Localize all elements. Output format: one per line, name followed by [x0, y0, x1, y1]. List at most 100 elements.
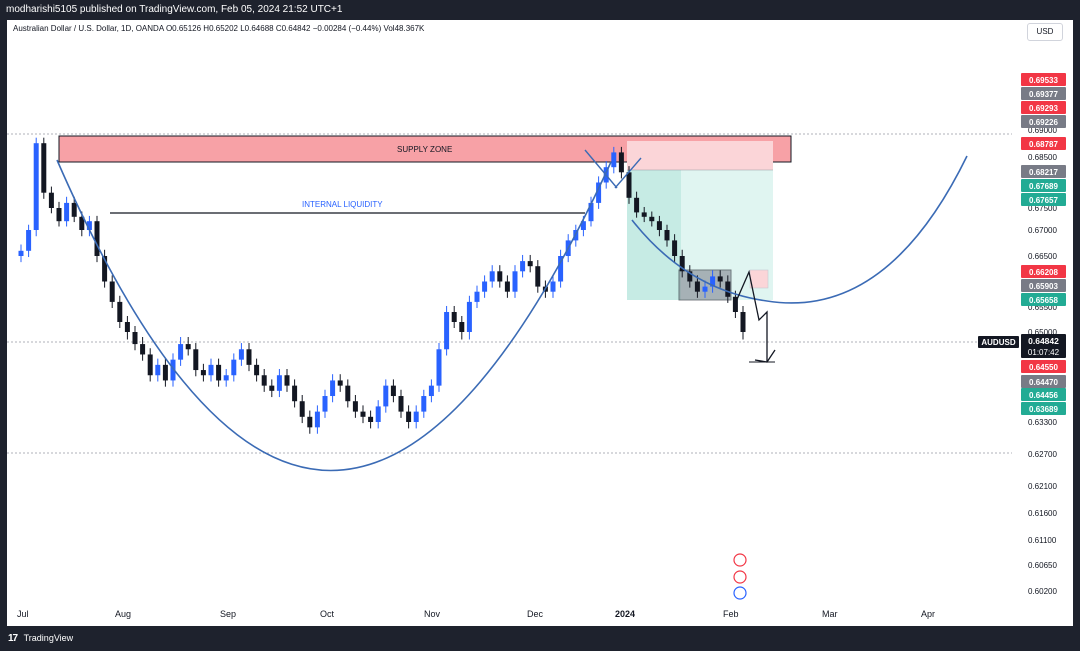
- candle-body: [140, 344, 146, 355]
- price-tag-bg: [1021, 360, 1066, 373]
- price-tag-label: 0.65903: [1029, 282, 1058, 291]
- candle-body: [223, 375, 229, 381]
- candle-body: [246, 349, 252, 365]
- candle-body: [588, 202, 594, 222]
- y-tick-label: 0.65000: [1028, 328, 1057, 337]
- candle-body: [626, 172, 632, 198]
- x-tick-label: Aug: [115, 609, 131, 619]
- y-tick-label: 0.65500: [1028, 303, 1057, 312]
- candle-body: [634, 197, 640, 213]
- candle-body: [261, 375, 267, 386]
- candle-body: [398, 396, 404, 412]
- candle-body: [421, 396, 427, 412]
- price-tag-bg: [1021, 388, 1066, 401]
- candle-body: [459, 322, 465, 332]
- price-tag-label: 0.67689: [1029, 182, 1058, 191]
- candle-body: [307, 416, 313, 428]
- candle-body: [558, 256, 564, 282]
- event-flag-icon: [733, 570, 747, 584]
- candle-body: [550, 281, 556, 292]
- price-tag-label: 0.68787: [1029, 140, 1058, 149]
- candle-body: [86, 221, 92, 230]
- candle-body: [444, 312, 450, 350]
- price-tag-bg: [1021, 402, 1066, 415]
- price-tag-label: 0.69293: [1029, 104, 1058, 113]
- projection-zigzag: [734, 269, 768, 362]
- event-flag-icon: [733, 586, 747, 600]
- price-tag-label: 0.64550: [1029, 363, 1058, 372]
- candle-body: [71, 202, 77, 217]
- candle-body: [200, 370, 206, 376]
- candle-body: [520, 261, 526, 272]
- candle-body: [147, 354, 153, 376]
- price-tag-label: 0.63689: [1029, 405, 1058, 414]
- x-tick-label: Dec: [527, 609, 544, 619]
- candle-body: [497, 271, 503, 282]
- candle-body: [299, 401, 305, 417]
- price-tag-bg: [1021, 137, 1066, 150]
- candle-body: [664, 230, 670, 241]
- rounding-bottom-curve: [56, 159, 612, 472]
- price-tag-label: 0.65658: [1029, 296, 1058, 305]
- price-tag-bg: [1021, 179, 1066, 192]
- symbol-legend: Australian Dollar / U.S. Dollar, 1D, OAN…: [13, 24, 425, 33]
- candle-body: [117, 301, 123, 322]
- candle-body: [56, 208, 62, 222]
- x-tick-label: Nov: [424, 609, 441, 619]
- last-price-tag-bg: [1021, 334, 1066, 358]
- trendline-left: [584, 149, 618, 189]
- candle-body: [360, 411, 366, 417]
- candle-body: [64, 202, 70, 222]
- y-tick-label: 0.62700: [1028, 450, 1057, 459]
- candle-body: [269, 385, 275, 391]
- footer-bar: 17 TradingView: [0, 626, 1080, 650]
- candle-body: [314, 411, 320, 428]
- price-tag-bg: [1021, 87, 1066, 100]
- candle-body: [687, 271, 693, 282]
- candle-body: [451, 312, 457, 322]
- candle-body: [656, 221, 662, 230]
- candle-body: [26, 230, 32, 251]
- candle-body: [102, 256, 108, 282]
- candle-body: [33, 143, 39, 230]
- candle-body: [474, 291, 480, 302]
- event-flag-icon: [733, 553, 747, 567]
- price-tag-bg: [1021, 265, 1066, 278]
- candle-body: [694, 281, 700, 292]
- symbol-tag-label: AUDUSD: [981, 338, 1015, 347]
- candle-body: [284, 375, 290, 386]
- price-chart[interactable]: 0.69000 0.68500 0.67500 0.67000 0.66500 0.655…: [7, 20, 1073, 626]
- candle-body: [725, 281, 731, 297]
- candle-body: [18, 250, 24, 256]
- candle-body: [504, 281, 510, 292]
- candle-body: [672, 240, 678, 256]
- x-tick-label: Apr: [921, 609, 935, 619]
- candle-body: [489, 271, 495, 282]
- candle-body: [527, 261, 533, 267]
- y-tick-label: 0.60650: [1028, 561, 1057, 570]
- projection-curve: [631, 155, 968, 304]
- candle-body: [352, 401, 358, 412]
- candle-body: [254, 364, 260, 376]
- y-tick-label: 0.60200: [1028, 587, 1057, 596]
- last-price-countdown: 01:07:42: [1028, 348, 1060, 357]
- candle-body: [702, 286, 708, 292]
- candle-body: [406, 411, 412, 422]
- chart-area[interactable]: 0.69000 0.68500 0.67500 0.67000 0.66500 0.655…: [7, 20, 1073, 626]
- candle-body: [276, 375, 282, 391]
- price-tag-bg: [1021, 193, 1066, 206]
- currency-button[interactable]: USD: [1027, 23, 1063, 41]
- candle-body: [580, 221, 586, 230]
- candle-body: [41, 143, 47, 193]
- candle-body: [193, 349, 199, 371]
- candle-body: [330, 380, 336, 397]
- price-tag-bg: [1021, 165, 1066, 178]
- x-tick-label: Oct: [320, 609, 335, 619]
- projection-arrow-head: [754, 349, 776, 363]
- position-stop-zone: [627, 141, 773, 170]
- candle-body: [679, 256, 685, 272]
- price-tag-bg: [1021, 279, 1066, 292]
- candle-body: [732, 296, 738, 312]
- candle-body: [482, 281, 488, 292]
- trendline-right: [614, 157, 642, 189]
